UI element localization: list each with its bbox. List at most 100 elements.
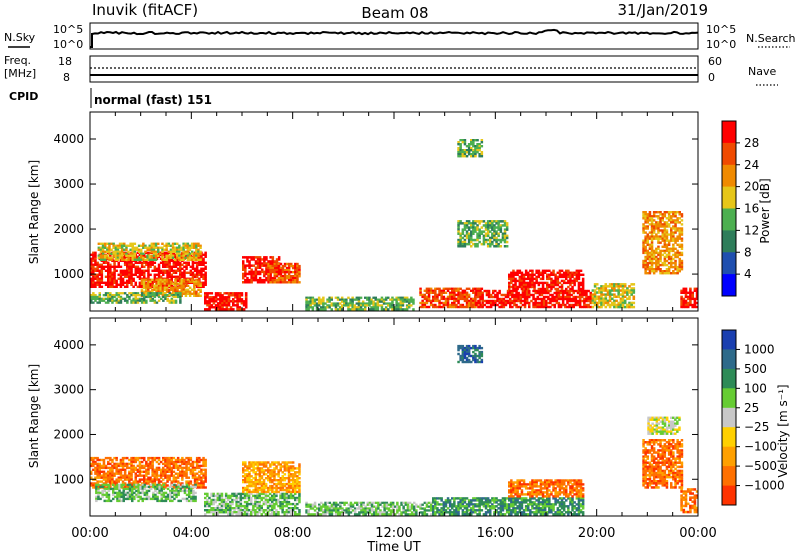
power-cell: [140, 297, 144, 300]
velocity-cell: [166, 470, 169, 473]
power-cell: [227, 294, 231, 297]
power-cell: [648, 251, 652, 255]
power-cell: [199, 284, 202, 287]
power-cell: [397, 296, 400, 299]
power-cell: [684, 303, 688, 307]
velocity-cell: [100, 476, 104, 479]
power-cell: [109, 279, 112, 282]
power-cell: [174, 271, 178, 274]
power-cell: [94, 281, 97, 284]
velocity-cell: [150, 487, 153, 491]
power-cell: [659, 235, 662, 238]
power-cell: [589, 305, 592, 309]
power-cell: [181, 263, 184, 266]
velocity-cell: [104, 466, 108, 470]
velocity-cell: [151, 468, 154, 471]
velocity-cell: [185, 485, 189, 489]
velocity-cell: [166, 487, 170, 491]
velocity-cell: [166, 476, 169, 479]
power-cell: [438, 291, 441, 294]
velocity-cell: [162, 482, 165, 485]
power-cell: [123, 248, 126, 251]
power-cell: [667, 272, 671, 275]
velocity-cell: [224, 496, 228, 500]
power-cell: [179, 279, 182, 282]
velocity-cell: [149, 460, 152, 464]
power-cell: [546, 275, 549, 279]
power-cell: [197, 250, 200, 253]
velocity-cell: [136, 456, 140, 460]
power-cell: [271, 279, 274, 282]
velocity-cell: [101, 493, 104, 497]
power-cell: [351, 308, 354, 311]
power-cell: [148, 258, 151, 261]
power-cell: [92, 273, 95, 276]
power-cell: [111, 283, 114, 286]
velocity-cell: [103, 489, 106, 493]
power-cell: [107, 292, 110, 295]
power-cell: [248, 278, 251, 282]
power-cell: [140, 252, 143, 255]
power-cell: [149, 283, 152, 286]
power-cell: [195, 278, 198, 281]
power-cell: [153, 275, 157, 278]
power-cell: [657, 217, 660, 220]
power-cell: [159, 280, 162, 283]
power-cell: [248, 272, 251, 276]
power-cell: [269, 276, 272, 280]
power-cell: [172, 261, 176, 264]
power-cell: [501, 234, 505, 238]
power-cell: [250, 256, 253, 259]
velocity-cell: [169, 497, 172, 501]
velocity-cell: [102, 474, 106, 477]
power-cell: [125, 254, 128, 257]
power-cell: [528, 291, 531, 295]
velocity-cell: [176, 458, 180, 462]
power-cell: [227, 308, 231, 311]
power-cell: [528, 305, 531, 309]
power-cell: [340, 308, 344, 311]
velocity-cell: [202, 464, 205, 468]
power-cell: [138, 285, 142, 288]
power-cell: [320, 300, 323, 303]
power-cell: [680, 303, 683, 307]
power-cell: [427, 291, 431, 294]
power-cell: [120, 242, 124, 245]
power-cell: [583, 305, 586, 309]
power-cell: [644, 261, 647, 265]
power-cell: [263, 270, 266, 274]
power-cell: [642, 229, 645, 232]
power-cell: [648, 215, 652, 218]
power-cell: [391, 300, 394, 303]
power-cell: [410, 304, 413, 307]
power-cell: [646, 227, 649, 230]
power-cell: [434, 287, 437, 290]
power-cell: [557, 291, 561, 295]
power-cell: [682, 301, 686, 305]
power-cell: [427, 287, 431, 290]
power-cell: [178, 246, 181, 249]
power-cell: [659, 213, 662, 216]
power-cell: [667, 251, 671, 255]
power-cell: [494, 299, 497, 303]
power-cell: [152, 252, 156, 255]
power-cell: [474, 153, 477, 156]
velocity-cell: [115, 482, 118, 485]
power-cell: [555, 297, 559, 301]
power-cell: [294, 264, 297, 268]
power-cell: [144, 288, 148, 291]
power-cell: [133, 256, 137, 259]
power-cell: [663, 272, 667, 275]
power-cell: [646, 253, 649, 257]
power-cell: [644, 255, 647, 259]
velocity-cell: [204, 468, 207, 471]
velocity-cell: [224, 492, 228, 496]
power-cell: [147, 286, 150, 289]
power-cell: [523, 297, 527, 301]
power-cell: [564, 295, 567, 299]
power-cell: [512, 277, 515, 281]
power-cell: [168, 269, 171, 272]
power-cell: [275, 266, 279, 270]
power-cell: [667, 270, 671, 273]
